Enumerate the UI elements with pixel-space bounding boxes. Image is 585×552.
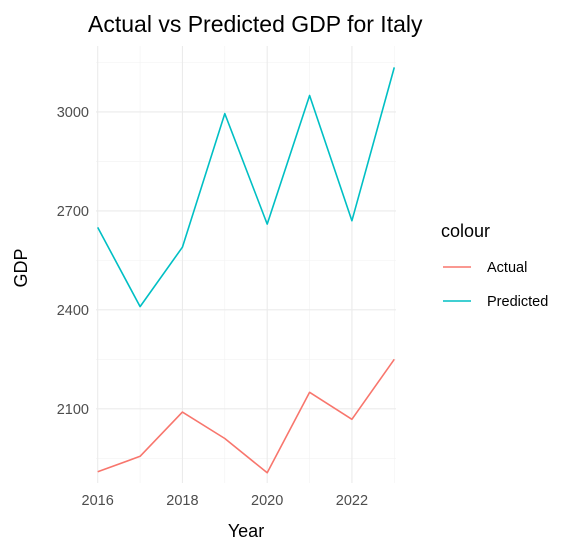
series-line-actual (97, 358, 395, 474)
legend-label-predicted: Predicted (487, 294, 548, 310)
chart-title: Actual vs Predicted GDP for Italy (88, 11, 423, 37)
x-tick-label: 2018 (166, 493, 198, 509)
legend: colour Actual Predicted (441, 221, 548, 310)
y-axis-title: GDP (11, 248, 31, 287)
x-tick-label: 2020 (251, 493, 283, 509)
legend-title: colour (441, 221, 490, 241)
legend-label-actual: Actual (487, 260, 527, 276)
y-tick-label: 2700 (57, 204, 89, 220)
y-axis-ticks: 2100 2400 2700 3000 (57, 105, 89, 418)
legend-items: Actual Predicted (443, 260, 548, 310)
x-axis-ticks: 2016 2018 2020 2022 (82, 493, 369, 509)
y-tick-label: 2100 (57, 402, 89, 418)
series-line-predicted (96, 67, 396, 308)
x-axis-title: Year (228, 521, 264, 541)
grid (96, 46, 396, 483)
y-tick-label: 3000 (57, 105, 89, 121)
x-tick-label: 2016 (82, 493, 114, 509)
y-tick-label: 2400 (57, 303, 89, 319)
x-tick-label: 2022 (336, 493, 368, 509)
series-lines (96, 67, 396, 474)
